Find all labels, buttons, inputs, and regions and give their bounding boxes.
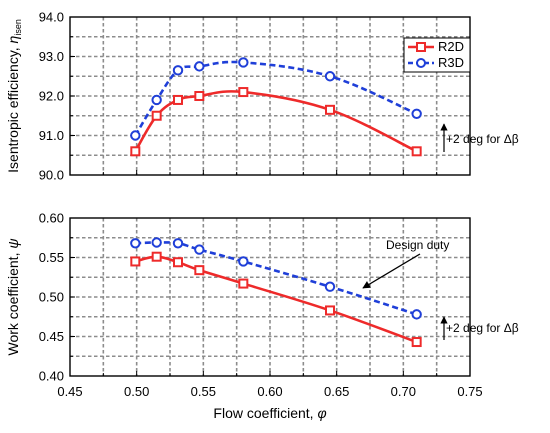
- efficiency-r3d-point: [411, 108, 422, 119]
- work-r3d-point: [411, 309, 422, 320]
- legend-r3d-label: R3D: [438, 55, 464, 70]
- work-r2d-point: [173, 257, 183, 268]
- efficiency-y-tick-label: 94.0: [39, 10, 64, 25]
- efficiency-plot-frame: [69, 16, 471, 176]
- work-y-tick-labels: 0.40 0.45 0.50 0.55 0.60: [39, 211, 64, 384]
- x-tick-label: 0.75: [457, 384, 482, 399]
- x-tick-label: 0.70: [391, 384, 416, 399]
- efficiency-y-axis-title-main: Isentropic efficiency,: [5, 43, 21, 172]
- x-tick-label: 0.45: [57, 384, 82, 399]
- efficiency-r2d-point: [411, 146, 422, 157]
- work-r3d-point: [238, 256, 249, 267]
- efficiency-y-axis-subscript: isen: [13, 19, 23, 36]
- work-r3d-point: [130, 238, 141, 249]
- efficiency-y-axis-title: Isentropic efficiency, ηisen: [5, 19, 23, 173]
- efficiency-grid: [70, 17, 470, 175]
- x-tick-labels: 0.45 0.50 0.55 0.60 0.65 0.70 0.75: [57, 384, 482, 399]
- x-tick-label: 0.60: [257, 384, 282, 399]
- efficiency-r3d-point: [151, 94, 162, 106]
- design-duty-arrow: [362, 253, 421, 289]
- legend-r2d-label: R2D: [438, 39, 464, 54]
- work-r2d-point: [130, 256, 141, 267]
- efficiency-r3d-point: [238, 57, 249, 68]
- efficiency-y-tick-label: 93.0: [39, 49, 64, 64]
- work-y-tick-label: 0.45: [39, 329, 64, 344]
- efficiency-r3d-point: [324, 71, 336, 82]
- work-y-tick-label: 0.40: [39, 369, 64, 384]
- design-duty-annotation: Design duty: [386, 238, 449, 252]
- work-r3d-point: [151, 237, 162, 248]
- work-r3d-point: [194, 244, 205, 255]
- work-y-axis-symbol: ψ: [5, 238, 21, 248]
- work-y-tick-label: 0.50: [39, 290, 64, 305]
- efficiency-y-tick-label: 91.0: [39, 128, 64, 143]
- efficiency-r2d-point: [130, 146, 141, 157]
- efficiency-r2d-point: [151, 110, 162, 121]
- work-r3d-point: [324, 281, 336, 292]
- efficiency-y-axis-symbol: η: [5, 35, 21, 43]
- efficiency-shift-annotation: +2 deg for Δβ: [446, 132, 519, 146]
- efficiency-r2d-point: [238, 87, 249, 98]
- legend-r2d-marker: [416, 42, 426, 52]
- legend: R2D R3D: [403, 37, 471, 73]
- legend-box: [403, 37, 471, 73]
- efficiency-r2d-point: [325, 104, 335, 115]
- legend-r3d-marker: [416, 58, 426, 68]
- efficiency-y-tick-label: 92.0: [39, 89, 64, 104]
- work-coefficient-panel: 0.400.450.500.550.60 0.45 0.50 0.55 0.60 0.6…: [5, 211, 519, 422]
- work-shift-annotation: +2 deg for Δβ: [446, 321, 519, 335]
- efficiency-r2d-point: [194, 91, 205, 101]
- x-axis-title: Flow coefficient, φ: [213, 405, 326, 421]
- work-y-tick-label: 0.55: [39, 250, 64, 265]
- work-r2d-point: [238, 278, 249, 289]
- efficiency-panel: 90.0 91.0 92.0 93.0 94.0 Isentropic efficien…: [5, 10, 519, 183]
- work-r3d-line: [135, 241, 418, 316]
- efficiency-y-tick-label: 90.0: [39, 168, 64, 183]
- work-r2d-point: [325, 305, 335, 316]
- work-y-axis-title-main: Work coefficient,: [5, 249, 21, 356]
- x-tick-label: 0.55: [191, 384, 216, 399]
- work-grid: [70, 218, 470, 376]
- work-plot-frame: [69, 217, 471, 377]
- work-ticks: [70, 237, 438, 376]
- x-axis-title-main: Flow coefficient,: [213, 405, 317, 421]
- work-series: [130, 237, 422, 348]
- efficiency-r3d-point: [172, 65, 184, 76]
- efficiency-series: [130, 57, 422, 157]
- efficiency-ticks: [70, 36, 438, 175]
- efficiency-r3d-point: [130, 130, 141, 141]
- work-r3d-point: [172, 238, 184, 249]
- x-axis-symbol: φ: [317, 405, 326, 421]
- efficiency-r3d-point: [194, 61, 205, 72]
- work-r2d-point: [194, 265, 205, 276]
- work-r2d-point: [411, 337, 422, 348]
- efficiency-r2d-point: [173, 94, 183, 105]
- work-r2d-point: [151, 251, 162, 262]
- x-tick-label: 0.65: [324, 384, 349, 399]
- work-y-tick-label: 0.60: [39, 211, 64, 226]
- work-y-axis-title: Work coefficient, ψ: [5, 238, 21, 355]
- efficiency-y-tick-labels: 90.0 91.0 92.0 93.0 94.0: [39, 10, 64, 183]
- x-tick-label: 0.50: [124, 384, 149, 399]
